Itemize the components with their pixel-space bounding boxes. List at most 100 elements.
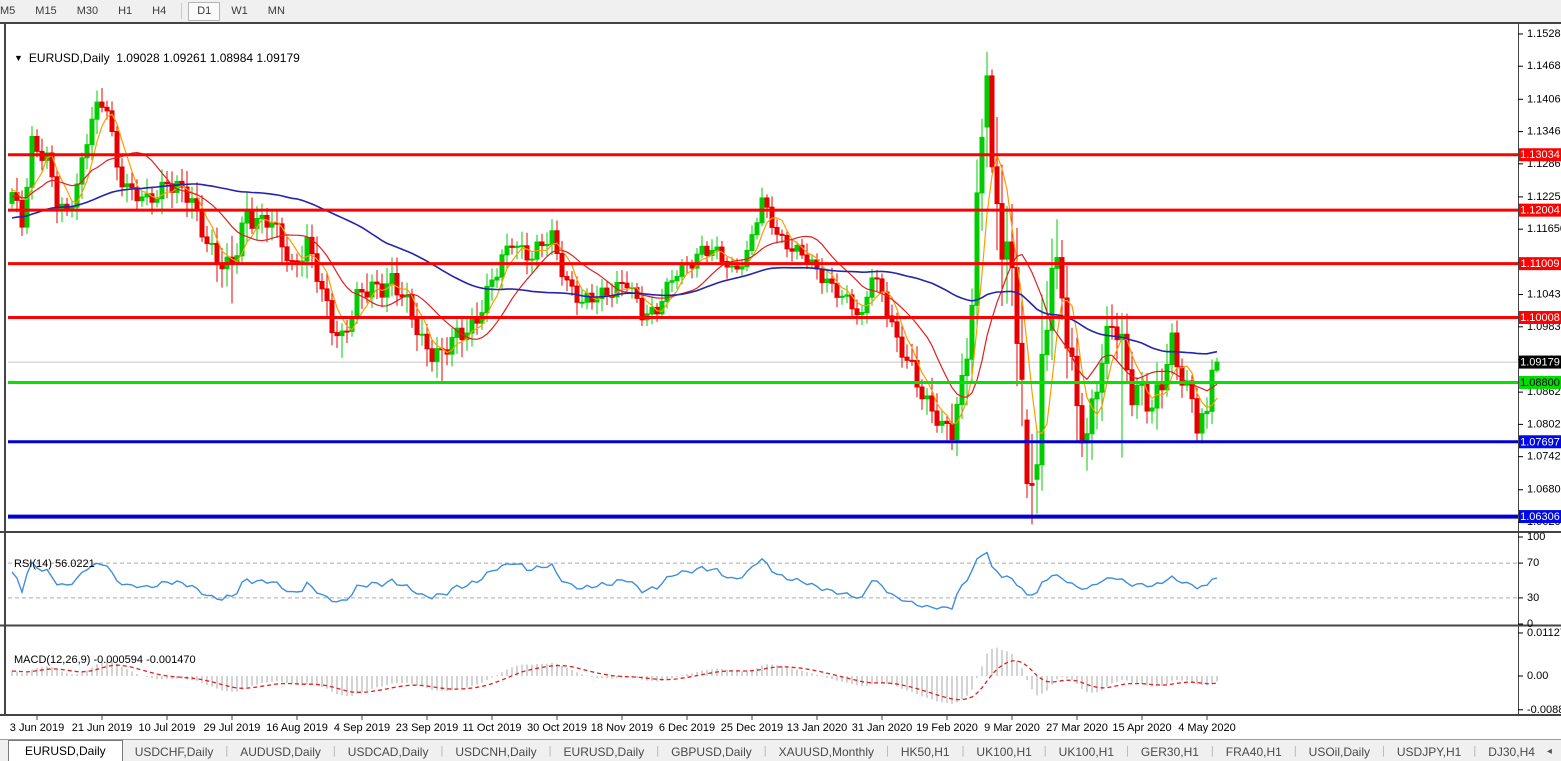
timeframe-button-m5[interactable]: M5 <box>0 4 16 17</box>
price-label-chip-1.09179: 1.09179 <box>1519 355 1561 369</box>
tab-separator: | <box>763 745 767 757</box>
tab-separator: | <box>656 745 660 757</box>
date-tick-label: 10 Jul 2019 <box>139 722 196 734</box>
chart-canvas[interactable]: 1.152801.146801.140651.134651.128651.122… <box>0 22 1561 739</box>
svg-text:1.08020: 1.08020 <box>1527 418 1561 430</box>
tab-audusd-daily-2[interactable]: AUDUSD,Daily <box>240 745 321 759</box>
svg-text:0.011277: 0.011277 <box>1527 627 1561 639</box>
date-tick-label: 3 Jun 2019 <box>10 722 64 734</box>
ma-line-13 <box>11 151 1218 398</box>
timeframe-button-h1[interactable]: H1 <box>118 4 133 17</box>
chevron-down-icon: ▼ <box>14 53 23 63</box>
svg-text:1.15280: 1.15280 <box>1527 28 1561 40</box>
timeframe-button-w1[interactable]: W1 <box>231 4 248 17</box>
macd-pane <box>11 647 1218 704</box>
svg-text:1.13465: 1.13465 <box>1527 126 1561 138</box>
price-label-chip-1.13034: 1.13034 <box>1519 148 1561 162</box>
date-tick-label: 23 Sep 2019 <box>396 722 458 734</box>
rsi-line <box>11 551 1218 611</box>
tab-usdjpy-h1-14[interactable]: USDJPY,H1 <box>1396 745 1462 759</box>
timeframe-button-h4[interactable]: H4 <box>152 4 167 17</box>
rsi-pane <box>8 551 1518 611</box>
date-tick-label: 29 Jul 2019 <box>204 722 261 734</box>
svg-text:1.06306: 1.06306 <box>1520 511 1560 523</box>
tab-separator: | <box>332 745 336 757</box>
tab-eurusd-daily-0[interactable]: EURUSD,Daily <box>8 740 123 761</box>
price-label-chip-1.06306: 1.06306 <box>1519 510 1561 524</box>
toolbar-divider <box>181 3 183 19</box>
svg-text:0: 0 <box>1527 618 1533 630</box>
svg-text:1.08620: 1.08620 <box>1527 386 1561 398</box>
tab-separator: | <box>225 745 229 757</box>
moving-averages-layer <box>11 113 1218 435</box>
date-tick-label: 19 Feb 2020 <box>916 722 978 734</box>
date-tick-label: 9 Mar 2020 <box>984 722 1040 734</box>
macd-signal-line <box>12 660 1218 701</box>
svg-text:1.12250: 1.12250 <box>1527 191 1561 203</box>
price-label-chip-1.08800: 1.08800 <box>1519 375 1561 389</box>
timeframe-button-m15[interactable]: M15 <box>35 4 57 17</box>
tab-separator: | <box>1382 745 1385 757</box>
svg-text:1.09179: 1.09179 <box>1520 357 1560 369</box>
date-tick-label: 4 Sep 2019 <box>334 722 390 734</box>
tab-xauusd-monthly-7[interactable]: XAUUSD,Monthly <box>778 745 874 759</box>
symbol-tabbar: EURUSD,Daily USDCHF,Daily | AUDUSD,Daily | US… <box>0 739 1561 761</box>
svg-text:-0.008845: -0.008845 <box>1527 704 1561 716</box>
date-tick-label: 25 Dec 2019 <box>721 722 783 734</box>
svg-text:1.10435: 1.10435 <box>1527 289 1561 301</box>
price-label-chip-1.10008: 1.10008 <box>1519 310 1561 324</box>
tab-uk100-h1-10[interactable]: UK100,H1 <box>1058 745 1115 759</box>
tab-usoil-daily-13[interactable]: USOil,Daily <box>1308 745 1371 759</box>
chart-ohlc-values: 1.09028 1.09261 1.08984 1.09179 <box>116 51 300 65</box>
date-tick-label: 18 Nov 2019 <box>591 722 653 734</box>
tab-dj30-h4-15[interactable]: DJ30,H4 <box>1488 745 1535 759</box>
date-tick-label: 6 Dec 2019 <box>659 722 715 734</box>
date-axis: 3 Jun 2019 21 Jun 2019 10 Jul 2019 29 Jul 2… <box>10 715 1236 734</box>
date-tick-label: 11 Oct 2019 <box>462 722 521 734</box>
svg-text:1.08800: 1.08800 <box>1520 377 1560 389</box>
svg-text:1.11009: 1.11009 <box>1521 258 1560 270</box>
price-label-chip-1.07697: 1.07697 <box>1519 435 1561 449</box>
tab-usdcad-daily-3[interactable]: USDCAD,Daily <box>347 745 429 759</box>
svg-text:1.06805: 1.06805 <box>1527 484 1561 496</box>
date-tick-label: 4 May 2020 <box>1178 722 1235 734</box>
tab-separator: | <box>961 745 965 757</box>
svg-text:1.07420: 1.07420 <box>1527 451 1561 463</box>
timeframe-button-mn[interactable]: MN <box>267 4 285 17</box>
price-label-chip-1.11009: 1.11009 <box>1519 257 1561 271</box>
tab-scroll-left-icon[interactable]: ◂ <box>1546 745 1552 757</box>
macd-indicator-label: MACD(12,26,9) -0.000594 -0.001470 <box>14 654 196 666</box>
timeframe-button-d1[interactable]: D1 <box>188 1 221 21</box>
tab-uk100-h1-9[interactable]: UK100,H1 <box>976 745 1032 759</box>
tab-ger30-h1-11[interactable]: GER30,H1 <box>1140 745 1199 759</box>
svg-text:30: 30 <box>1527 592 1539 604</box>
tab-separator: | <box>886 745 889 757</box>
svg-text:1.10008: 1.10008 <box>1520 312 1560 324</box>
rsi-indicator-label: RSI(14) 56.0221 <box>14 558 95 570</box>
tab-gbpusd-daily-6[interactable]: GBPUSD,Daily <box>671 745 752 759</box>
tab-fra40-h1-12[interactable]: FRA40,H1 <box>1225 745 1282 759</box>
tab-separator: | <box>1210 745 1214 757</box>
date-tick-label: 21 Jun 2019 <box>72 722 133 734</box>
tab-separator: | <box>440 745 444 757</box>
tab-hk50-h1-8[interactable]: HK50,H1 <box>900 745 950 759</box>
chart-symbol: EURUSD,Daily <box>28 51 110 65</box>
tab-separator: | <box>1043 745 1047 757</box>
svg-text:100: 100 <box>1527 531 1545 543</box>
svg-text:1.13034: 1.13034 <box>1520 149 1560 161</box>
price-label-chip-1.12004: 1.12004 <box>1519 203 1561 217</box>
tab-separator: | <box>1473 745 1477 757</box>
date-tick-label: 13 Jan 2020 <box>787 722 848 734</box>
tab-usdchf-daily-1[interactable]: USDCHF,Daily <box>134 745 214 759</box>
tab-scroll-arrows: ◂▸ <box>1547 746 1561 757</box>
date-tick-label: 27 Mar 2020 <box>1046 722 1108 734</box>
svg-text:1.11650: 1.11650 <box>1527 223 1561 235</box>
timeframe-toolbar: M5 M15 M30 H1 H4 D1 W1 MN <box>0 0 1561 22</box>
tab-usdcnh-daily-4[interactable]: USDCNH,Daily <box>455 745 537 759</box>
tab-separator: | <box>1293 745 1297 757</box>
tab-eurusd-daily-5[interactable]: EURUSD,Daily <box>563 745 645 759</box>
chart-title: ▼ EURUSD,Daily 1.09028 1.09261 1.08984 1.… <box>14 51 300 65</box>
svg-text:1.14065: 1.14065 <box>1527 93 1561 105</box>
date-tick-label: 30 Oct 2019 <box>527 722 587 734</box>
timeframe-button-m30[interactable]: M30 <box>76 4 99 17</box>
